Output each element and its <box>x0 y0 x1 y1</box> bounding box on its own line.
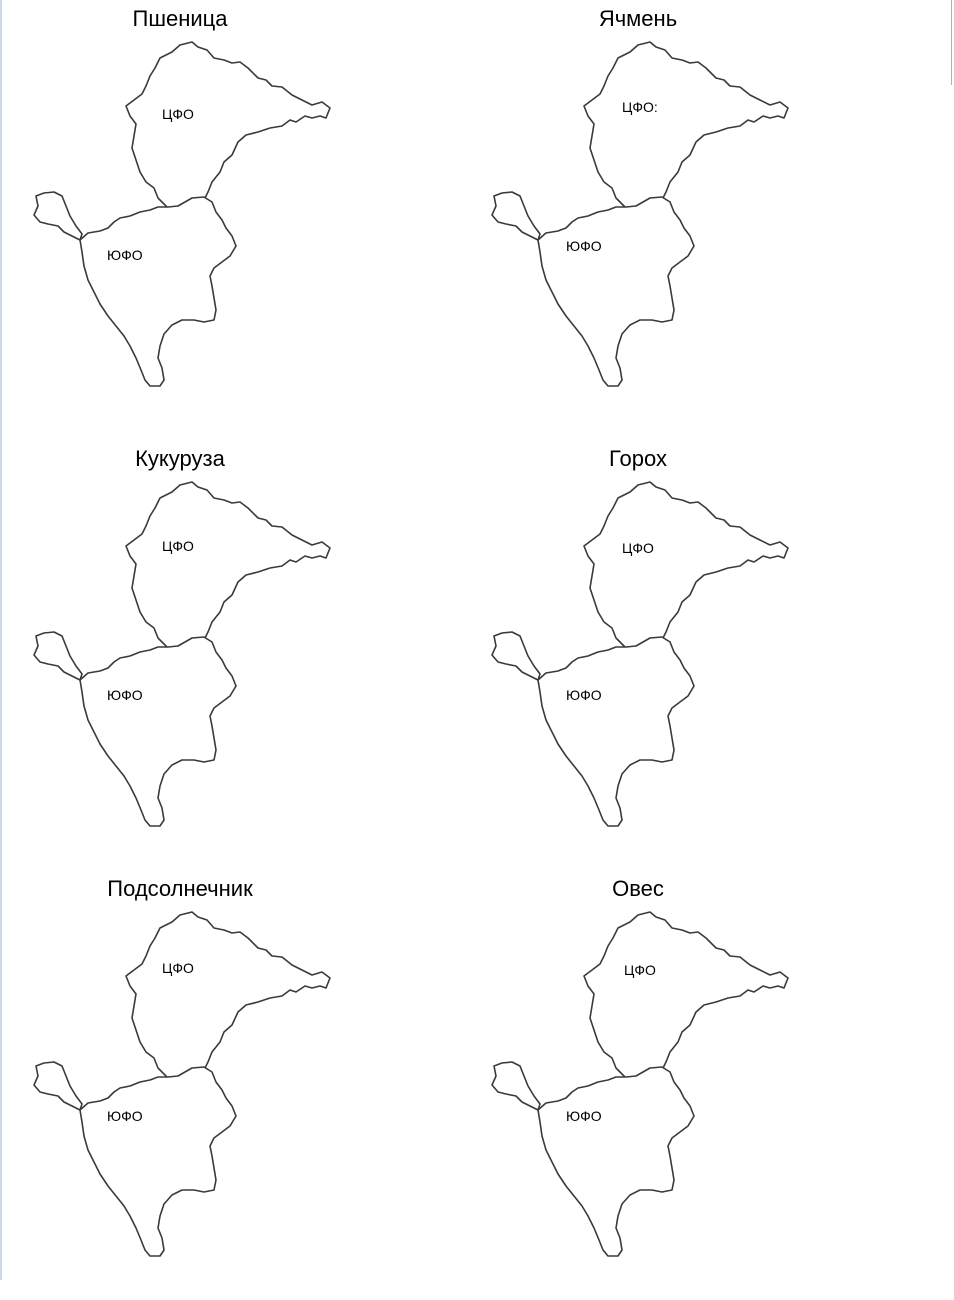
map-panel-corn: Кукуруза ЦФО ЮФО <box>0 440 477 870</box>
region-label-cfo: ЦФО <box>622 540 654 556</box>
region-map: ЦФО ЮФО <box>33 41 331 387</box>
region-west <box>491 631 541 681</box>
region-label-cfo: ЦФО <box>624 962 656 978</box>
map-panel-wheat: Пшеница ЦФО ЮФО <box>0 0 477 430</box>
region-label-cfo: ЦФО: <box>622 99 658 115</box>
region-yufo <box>79 636 237 827</box>
page-edge-right <box>951 0 952 85</box>
page-edge-left <box>0 0 2 1280</box>
region-west <box>491 191 541 241</box>
region-label-cfo: ЦФО <box>162 538 194 554</box>
panel-title: Ячмень <box>598 6 678 31</box>
panel-title: Кукуруза <box>135 446 225 471</box>
region-label-cfo: ЦФО <box>162 960 194 976</box>
region-yufo <box>537 1066 695 1257</box>
panel-title: Подсолнечник <box>107 876 253 901</box>
region-cfo <box>583 911 789 1081</box>
map-panel-oats: Овес ЦФО ЮФО <box>458 870 935 1300</box>
region-map: ЦФО ЮФО <box>33 481 331 827</box>
region-map: ЦФО ЮФО <box>491 481 789 827</box>
region-west <box>33 1061 83 1111</box>
region-label-yufo: ЮФО <box>566 687 602 703</box>
panel-title: Горох <box>609 446 667 471</box>
region-west <box>33 191 83 241</box>
region-yufo <box>79 196 237 387</box>
region-yufo <box>79 1066 237 1257</box>
map-panel-barley: Ячмень ЦФО: ЮФО <box>458 0 935 430</box>
region-label-yufo: ЮФО <box>107 687 143 703</box>
region-label-cfo: ЦФО <box>162 106 194 122</box>
map-panel-peas: Горох ЦФО ЮФО <box>458 440 935 870</box>
region-label-yufo: ЮФО <box>107 247 143 263</box>
region-cfo <box>583 41 789 211</box>
region-label-yufo: ЮФО <box>107 1108 143 1124</box>
region-cfo <box>125 41 331 211</box>
region-cfo <box>125 481 331 651</box>
map-panel-sunflower: Подсолнечник ЦФО ЮФО <box>0 870 477 1300</box>
region-map: ЦФО ЮФО <box>33 911 331 1257</box>
region-cfo <box>583 481 789 651</box>
panel-title: Пшеница <box>132 6 228 31</box>
region-yufo <box>537 196 695 387</box>
region-west <box>491 1061 541 1111</box>
panel-title: Овес <box>612 876 664 901</box>
region-west <box>33 631 83 681</box>
region-cfo <box>125 911 331 1081</box>
region-label-yufo: ЮФО <box>566 1108 602 1124</box>
region-map: ЦФО ЮФО <box>491 911 789 1257</box>
region-yufo <box>537 636 695 827</box>
region-map: ЦФО: ЮФО <box>491 41 789 387</box>
region-label-yufo: ЮФО <box>566 238 602 254</box>
